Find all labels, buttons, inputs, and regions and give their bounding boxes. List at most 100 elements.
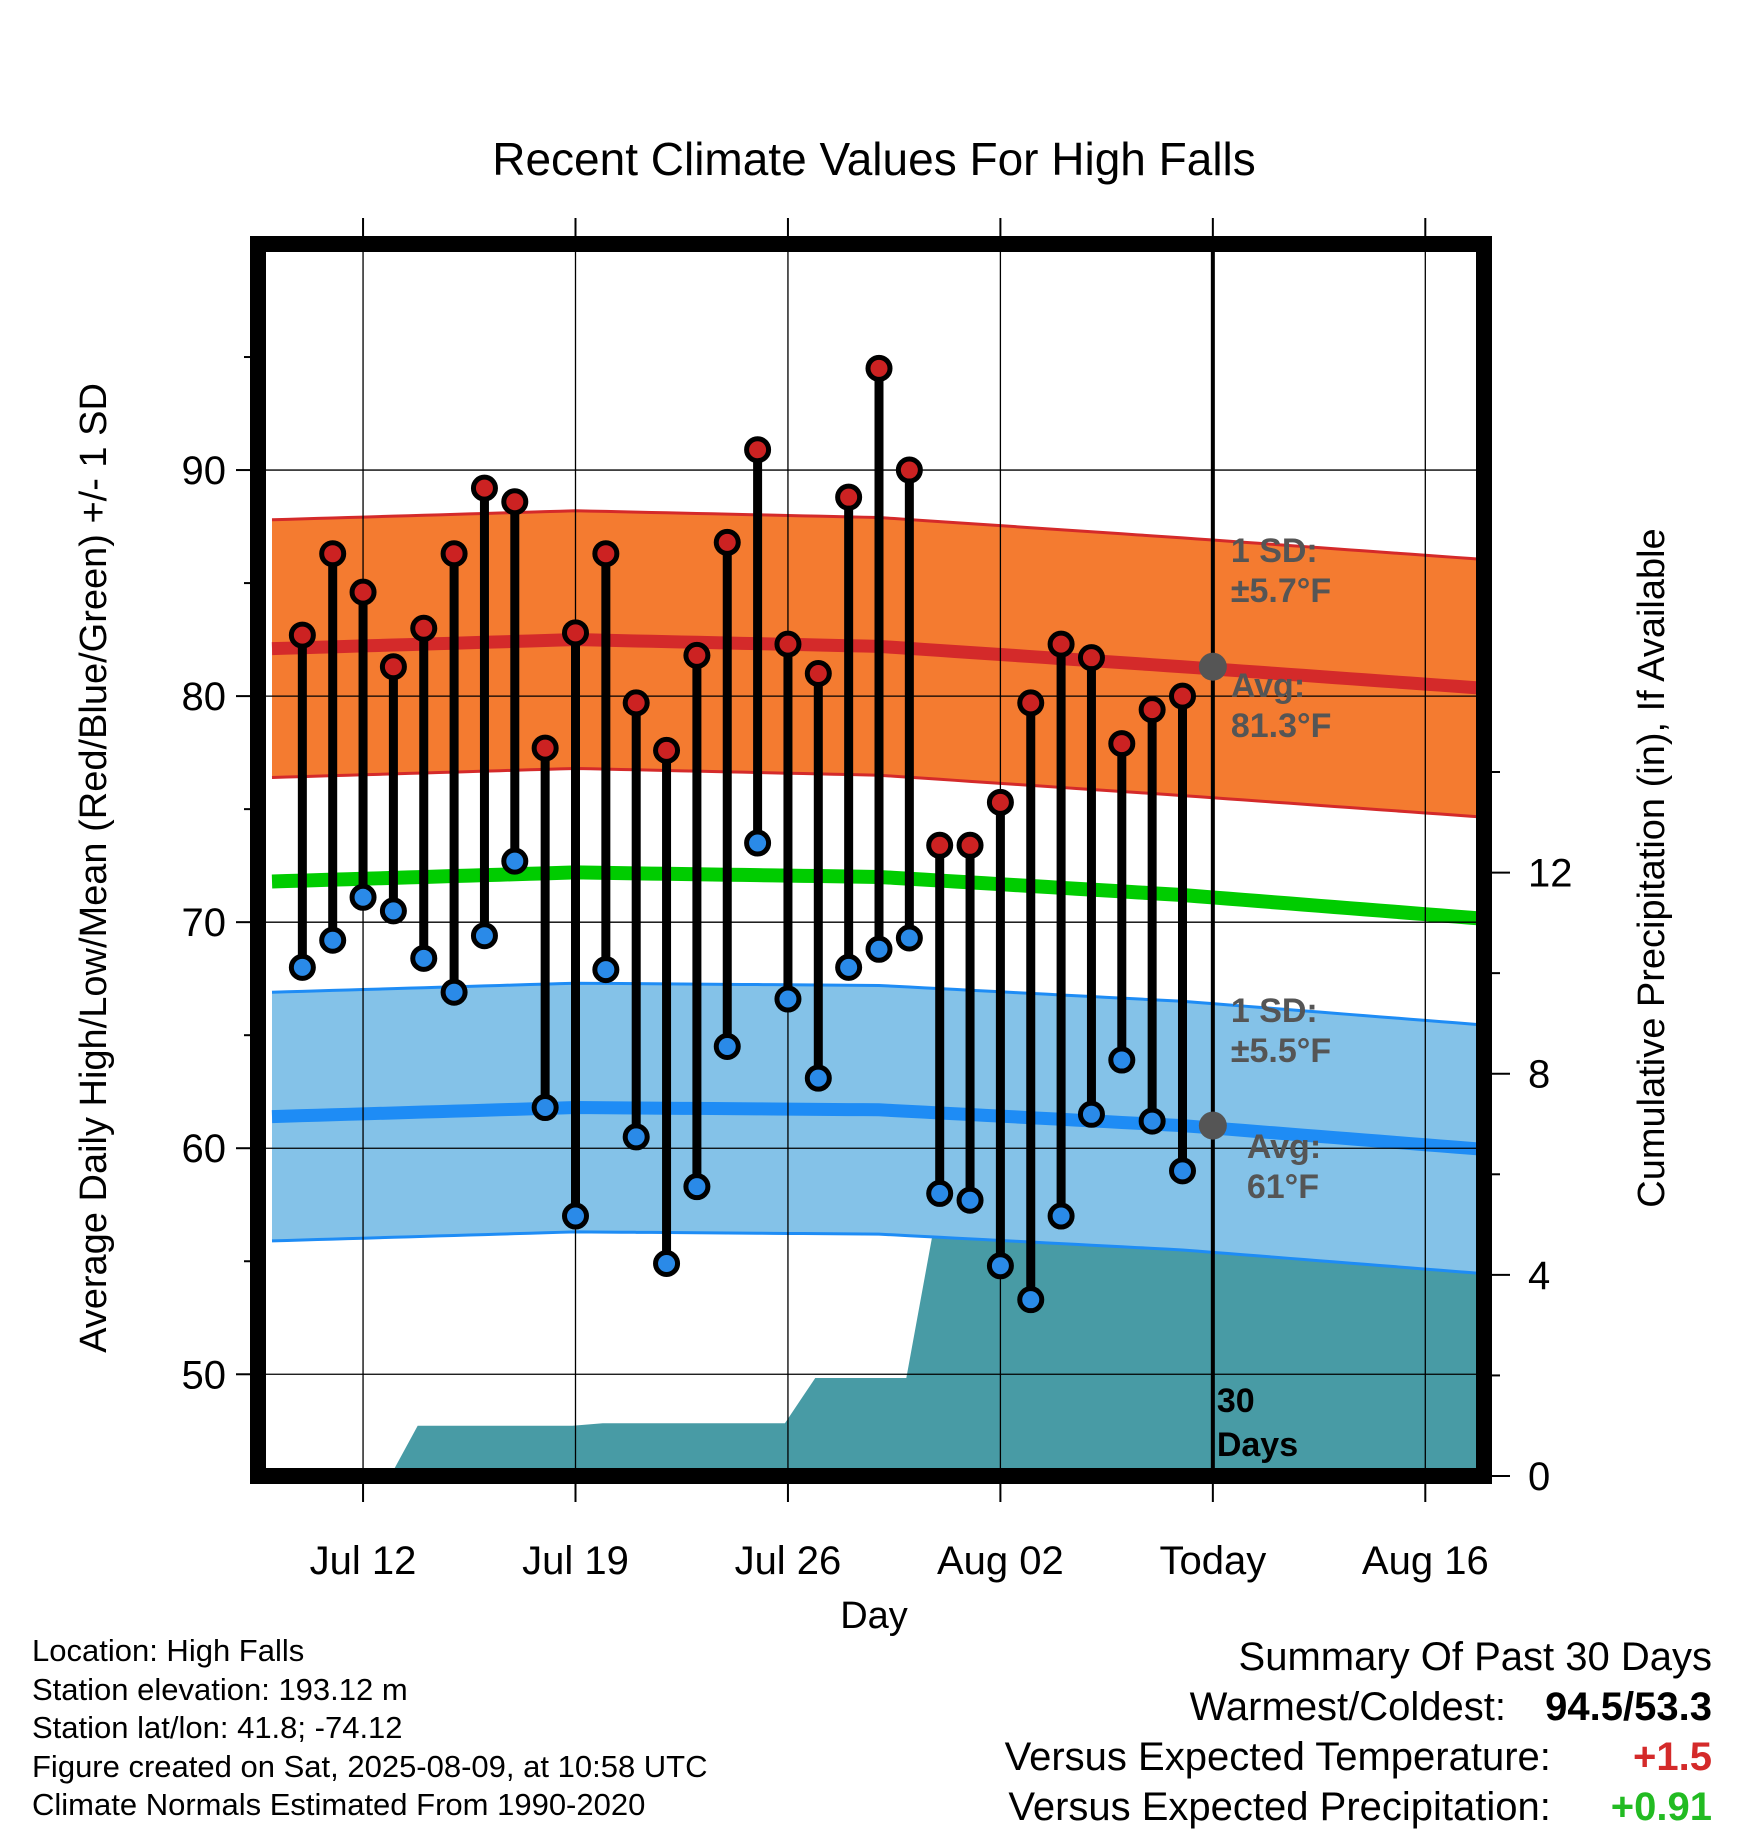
precip-anomaly-label: Versus Expected Precipitation: xyxy=(1008,1785,1551,1829)
temp-anomaly-label: Versus Expected Temperature: xyxy=(1004,1735,1551,1779)
low-avg-label: Avg: xyxy=(1247,1128,1321,1166)
daily-high-point xyxy=(1047,630,1075,658)
temp-anomaly-value: +1.5 xyxy=(1633,1735,1712,1779)
daily-low-point xyxy=(410,944,438,972)
high-avg-label: Avg: xyxy=(1231,667,1305,705)
high-sd-label: 1 SD: xyxy=(1231,532,1318,570)
y2-tick-label: 0 xyxy=(1528,1455,1550,1499)
daily-high-point xyxy=(531,734,559,762)
low-sd-label: 1 SD: xyxy=(1231,992,1318,1030)
daily-low-point xyxy=(1077,1100,1105,1128)
daily-high-point xyxy=(288,621,316,649)
y-tick-label: 50 xyxy=(182,1353,227,1397)
daily-low-point xyxy=(1169,1157,1196,1185)
daily-low-point xyxy=(501,847,529,875)
x-tick-label: Today xyxy=(1159,1539,1266,1583)
daily-high-point xyxy=(592,540,620,568)
daily-low-point xyxy=(470,922,498,950)
daily-high-point xyxy=(1108,730,1136,758)
daily-low-point xyxy=(744,829,772,857)
daily-high-point xyxy=(865,354,893,382)
precip-anomaly-row: Versus Expected Precipitation: +0.91 xyxy=(1005,1782,1712,1832)
low-band-lower-edge xyxy=(271,1230,1484,1276)
daily-high-point xyxy=(379,653,407,681)
daily-high-point xyxy=(926,831,954,859)
daily-high-point xyxy=(744,436,772,464)
y-tick-label: 90 xyxy=(182,449,227,493)
y-tick-label: 70 xyxy=(182,901,227,945)
daily-high-point xyxy=(1138,696,1166,724)
high-avg-value: 81.3°F xyxy=(1231,707,1332,745)
daily-low-point xyxy=(835,953,863,981)
daily-high-point xyxy=(653,736,681,764)
daily-low-point xyxy=(319,926,347,954)
x-axis-label: Day xyxy=(840,1595,908,1637)
chart-title: Recent Climate Values For High Falls xyxy=(492,133,1256,185)
daily-high-point xyxy=(713,528,741,556)
x-tick-label: Jul 19 xyxy=(522,1539,629,1583)
location-text: Location: High Falls xyxy=(32,1633,305,1668)
daily-low-point xyxy=(1138,1107,1166,1135)
daily-high-point xyxy=(895,456,923,484)
today-days-label: Days xyxy=(1217,1426,1298,1464)
daily-low-point xyxy=(713,1032,741,1060)
today-high-avg-marker xyxy=(1198,652,1227,681)
x-tick-label: Jul 12 xyxy=(310,1539,417,1583)
daily-high-point xyxy=(319,540,347,568)
daily-low-point xyxy=(956,1186,984,1214)
high-sd-value: ±5.7°F xyxy=(1231,572,1331,610)
low-avg-value: 61°F xyxy=(1247,1168,1319,1206)
daily-low-point xyxy=(986,1252,1014,1280)
warmest-value: 94.5 xyxy=(1545,1685,1624,1729)
today-days-count: 30 xyxy=(1217,1382,1255,1420)
daily-high-point xyxy=(956,831,984,859)
daily-low-point xyxy=(895,924,923,952)
x-tick-label: Jul 26 xyxy=(735,1539,842,1583)
daily-high-point xyxy=(349,578,377,606)
precipitation-area xyxy=(272,1206,1484,1476)
warmest-coldest-row: Warmest/Coldest: 94.5/53.3 xyxy=(1005,1682,1712,1732)
temp-anomaly-row: Versus Expected Temperature: +1.5 xyxy=(1005,1732,1712,1782)
precip-anomaly-value: +0.91 xyxy=(1610,1785,1712,1829)
daily-high-point xyxy=(683,641,711,669)
daily-low-point xyxy=(592,956,620,984)
daily-high-point xyxy=(410,614,438,642)
daily-low-point xyxy=(1108,1046,1136,1074)
y2-tick-label: 8 xyxy=(1528,1053,1550,1097)
daily-low-point xyxy=(1017,1286,1045,1314)
warmest-coldest-value: 94.5/53.3 xyxy=(1545,1685,1712,1729)
daily-low-point xyxy=(379,897,407,925)
normals-text: Climate Normals Estimated From 1990-2020 xyxy=(32,1787,646,1822)
daily-high-point xyxy=(774,630,802,658)
y-tick-label: 60 xyxy=(182,1127,227,1171)
summary-title: Summary Of Past 30 Days xyxy=(1238,1635,1712,1679)
daily-low-point xyxy=(774,985,802,1013)
y2-tick-label: 12 xyxy=(1528,852,1573,896)
today-low-avg-marker xyxy=(1198,1111,1227,1140)
daily-low-point xyxy=(653,1250,681,1278)
summary-panel: Summary Of Past 30 Days Warmest/Coldest:… xyxy=(1005,1632,1712,1832)
daily-low-point xyxy=(349,883,377,911)
y-axis-label: Average Daily High/Low/Mean (Red/Blue/Gr… xyxy=(73,383,115,1353)
daily-high-point xyxy=(1077,644,1105,672)
daily-low-point xyxy=(440,978,468,1006)
normal-low-line xyxy=(271,1101,1484,1156)
daily-low-point xyxy=(926,1179,954,1207)
daily-high-point xyxy=(622,689,650,717)
daily-high-point xyxy=(470,474,498,502)
coldest-value: 53.3 xyxy=(1634,1685,1712,1729)
daily-low-point xyxy=(804,1064,832,1092)
daily-low-point xyxy=(683,1173,711,1201)
low-band-upper-edge xyxy=(271,981,1484,1027)
created-text: Figure created on Sat, 2025-08-09, at 10… xyxy=(32,1748,708,1784)
x-tick-label: Aug 02 xyxy=(937,1539,1064,1583)
y2-tick-label: 4 xyxy=(1528,1254,1550,1298)
y2-axis-label: Cumulative Precipitation (in), If Availa… xyxy=(1631,528,1673,1207)
daily-high-point xyxy=(501,488,529,516)
daily-low-point xyxy=(622,1123,650,1151)
daily-high-point xyxy=(562,619,589,647)
low-sd-value: ±5.5°F xyxy=(1231,1032,1331,1070)
